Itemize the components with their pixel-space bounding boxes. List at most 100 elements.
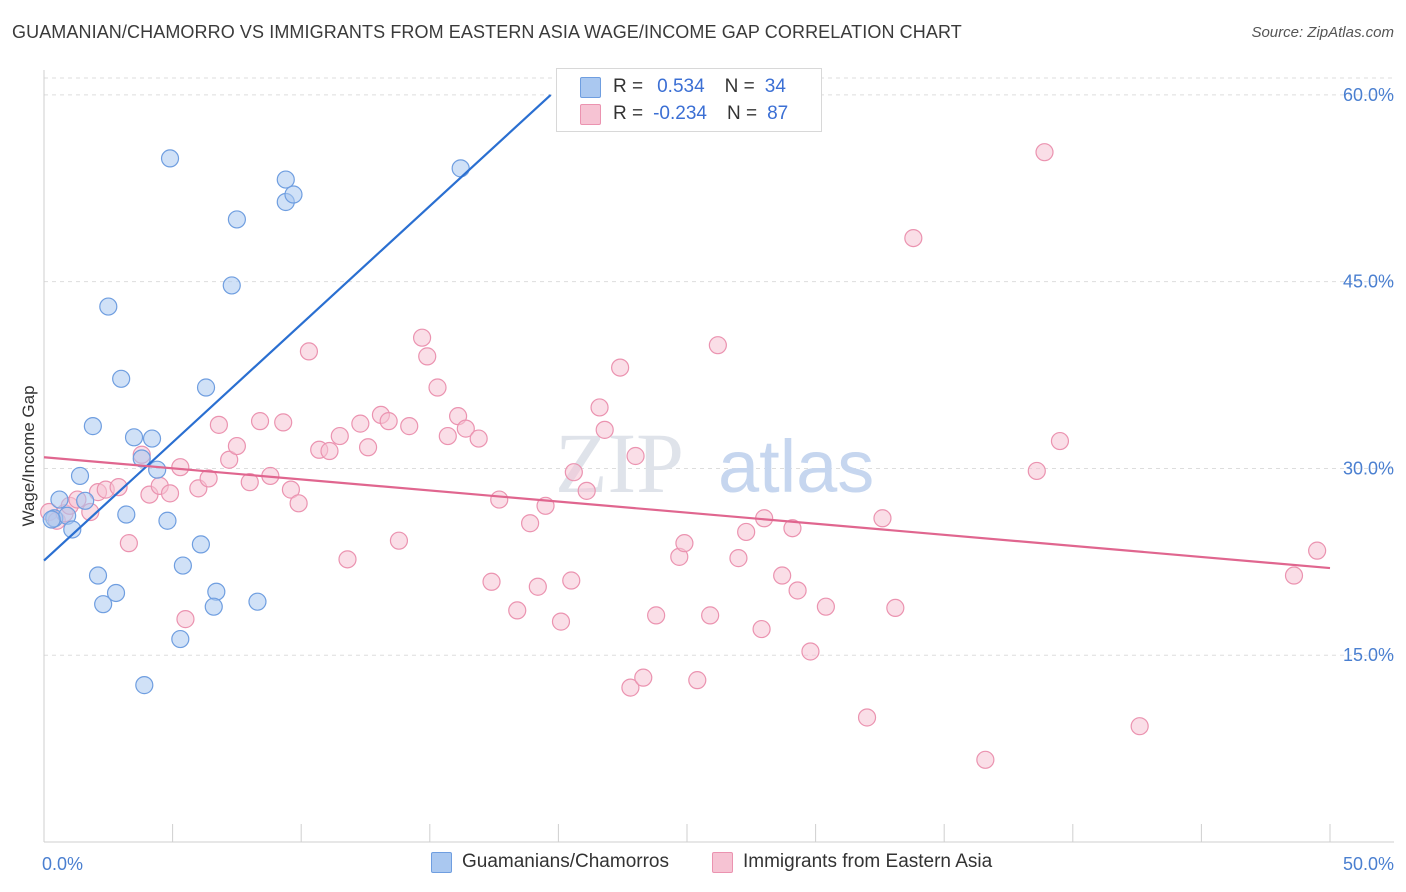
data-point (773, 566, 792, 585)
legend-label: Immigrants from Eastern Asia (743, 851, 993, 872)
grid-lines (44, 77, 1394, 656)
data-point (562, 571, 581, 590)
legend-item-guamanian[interactable]: Guamanians/Chamorros (431, 851, 669, 873)
data-point (688, 671, 707, 690)
data-point (611, 358, 630, 377)
data-point (50, 490, 69, 509)
data-point (171, 458, 190, 477)
data-point (708, 336, 727, 355)
r-value: -0.234 (653, 103, 707, 124)
data-point (490, 490, 509, 509)
data-point (551, 612, 571, 631)
data-point (88, 566, 108, 585)
data-point (904, 228, 923, 248)
data-point (132, 449, 151, 468)
series-immigrants-points (40, 143, 1327, 769)
watermark: ZIP atlas (555, 415, 874, 511)
data-point (94, 595, 113, 614)
data-point (99, 297, 118, 316)
data-point (142, 429, 162, 448)
data-point (358, 438, 378, 457)
n-value: 87 (767, 103, 789, 124)
data-point (521, 514, 540, 533)
data-point (857, 708, 877, 727)
data-point (284, 185, 303, 204)
data-point (634, 668, 653, 687)
data-point (469, 429, 488, 448)
data-point (199, 469, 218, 488)
data-point (1035, 143, 1054, 162)
data-point (106, 583, 126, 603)
data-point (1308, 541, 1327, 560)
x-tick-label: 50.0% (1343, 854, 1394, 874)
data-point (42, 510, 61, 529)
data-point (1130, 717, 1149, 736)
guamanian-swatch (580, 76, 601, 98)
y-tick-label: 60.0% (1343, 85, 1394, 105)
immigrants-swatch (580, 103, 601, 125)
axes (43, 70, 1394, 843)
data-point (112, 369, 131, 388)
legend-swatch-guamanian (431, 851, 452, 873)
data-point (873, 509, 892, 528)
data-point (70, 466, 90, 486)
data-point (976, 750, 995, 769)
data-point (886, 598, 905, 618)
data-point (577, 481, 596, 500)
source-credit: Source: ZipAtlas.com (1251, 24, 1394, 41)
data-point (451, 159, 470, 178)
data-point (220, 450, 239, 469)
data-point (379, 412, 398, 431)
data-point (508, 601, 527, 620)
data-point (222, 276, 241, 295)
y-tick-label: 30.0% (1343, 458, 1394, 478)
data-point (595, 420, 614, 439)
data-point (412, 328, 432, 347)
n-label: N = (726, 103, 758, 124)
data-point (119, 534, 138, 553)
data-point (351, 414, 370, 433)
y-tick-label: 15.0% (1343, 645, 1394, 665)
data-point (626, 446, 645, 466)
r-label: R = (613, 103, 644, 124)
data-point (276, 170, 295, 189)
trend-lines (43, 94, 1331, 570)
r-label: R = (613, 76, 644, 97)
y-tick-label: 45.0% (1343, 272, 1394, 292)
data-point (564, 463, 583, 482)
data-point (482, 572, 501, 591)
data-point (338, 550, 357, 569)
data-point (816, 597, 835, 616)
tick-labels: 15.0% 30.0% 45.0% 60.0% 0.0% 50.0% (42, 85, 1394, 874)
data-point (117, 505, 136, 524)
r-value: 0.534 (657, 76, 705, 97)
data-point (274, 413, 293, 432)
data-point (737, 522, 756, 542)
data-point (250, 412, 270, 431)
data-point (204, 597, 223, 616)
data-point (590, 398, 609, 417)
data-point (148, 460, 167, 479)
data-point (160, 149, 180, 168)
correlation-box: R = 0.534 N = 34 R = -0.234 N = 87 (556, 68, 822, 132)
legend-swatch-immigrants (712, 851, 733, 873)
data-point (456, 419, 475, 438)
legend-label: Guamanians/Chamorros (462, 851, 669, 872)
data-point (109, 478, 128, 497)
data-point (83, 417, 102, 436)
watermark-zip: ZIP (555, 415, 684, 511)
data-point (227, 436, 246, 456)
data-point (783, 519, 802, 538)
data-point (528, 577, 547, 596)
legend-item-immigrants[interactable]: Immigrants from Eastern Asia (712, 851, 992, 873)
data-point (428, 378, 447, 397)
n-value: 34 (764, 76, 786, 97)
data-point (438, 426, 457, 446)
data-point (171, 629, 190, 649)
data-point (729, 549, 748, 568)
data-point (1284, 566, 1304, 585)
data-point (207, 582, 226, 601)
data-point (240, 473, 259, 492)
chart-title: GUAMANIAN/CHAMORRO VS IMMIGRANTS FROM EA… (12, 22, 962, 42)
